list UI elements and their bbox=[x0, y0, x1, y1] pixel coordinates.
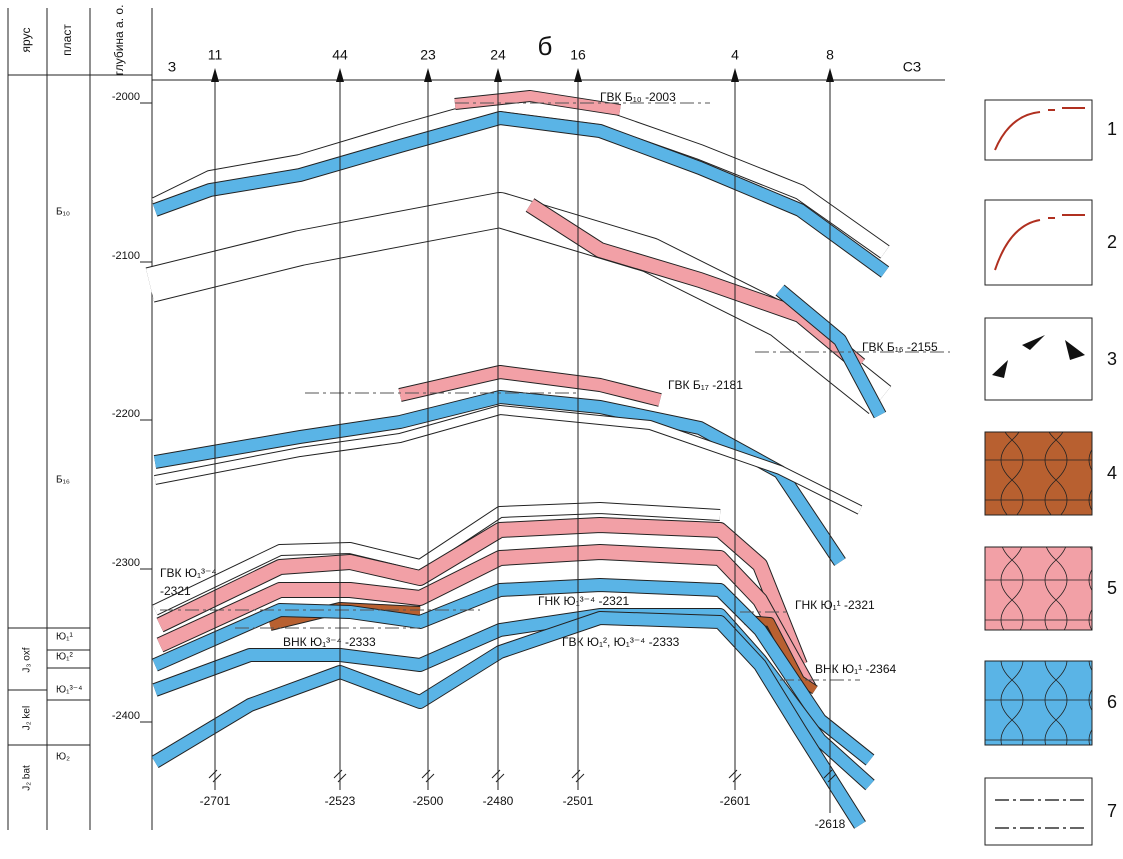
legend-number: 6 bbox=[1107, 692, 1117, 712]
depth-label: -2000 bbox=[112, 91, 140, 103]
well-head bbox=[336, 68, 344, 82]
legend-number: 3 bbox=[1107, 349, 1117, 369]
contact-annotation: ГНК Ю₁³⁻⁴ -2321 bbox=[538, 594, 629, 608]
contact-annotation: ВНК Ю₁¹ -2364 bbox=[815, 662, 897, 676]
layer-band bbox=[152, 609, 875, 790]
well-break bbox=[421, 769, 435, 783]
contact-annotation: ГВК Ю₁³⁻⁴ bbox=[160, 566, 216, 580]
layer-band bbox=[398, 366, 662, 406]
well-bottom: -2701 bbox=[200, 794, 231, 808]
well-bottom: -2618 bbox=[815, 817, 846, 831]
well-break bbox=[728, 769, 742, 783]
column-frame bbox=[7, 8, 945, 830]
well-break bbox=[491, 769, 505, 783]
well-name: 23 bbox=[420, 47, 436, 63]
layer-label: Ю₂ bbox=[56, 752, 70, 763]
well-bottom: -2500 bbox=[413, 794, 444, 808]
well-bottom: -2601 bbox=[720, 794, 751, 808]
well-break bbox=[823, 769, 837, 783]
well-bottom: -2480 bbox=[483, 794, 514, 808]
contact-annotation: ГВК Б₁₀ -2003 bbox=[600, 90, 676, 104]
layer-band bbox=[156, 518, 807, 668]
layer-label: Ю₁¹ bbox=[56, 632, 73, 643]
well-bottom: -2523 bbox=[325, 794, 356, 808]
well-break bbox=[571, 769, 585, 783]
depth-label: -2200 bbox=[112, 408, 140, 420]
layer-band bbox=[152, 579, 874, 765]
well-head bbox=[731, 68, 739, 82]
layer-band bbox=[154, 406, 862, 514]
well-head bbox=[211, 68, 219, 82]
column-header: ярус bbox=[19, 28, 33, 53]
layer-label: Ю₁³⁻⁴ bbox=[56, 685, 82, 696]
layer-band bbox=[152, 112, 889, 277]
well-name: 11 bbox=[208, 47, 223, 63]
well-bottom: -2501 bbox=[563, 794, 594, 808]
well-head bbox=[494, 68, 502, 82]
legend-number: 7 bbox=[1107, 801, 1117, 821]
stage-label: J₂ bat bbox=[22, 765, 33, 791]
layer-label: Б₁₀ bbox=[56, 207, 70, 218]
direction-label: СЗ bbox=[903, 59, 921, 75]
layer-band bbox=[454, 91, 621, 115]
well-break bbox=[333, 769, 347, 783]
column-header: пласт bbox=[60, 24, 74, 56]
legend-number: 5 bbox=[1107, 578, 1117, 598]
contact-annotation: ГВК Б₁₆ -2155 bbox=[862, 340, 938, 354]
contact-annotation: ГНК Ю₁¹ -2321 bbox=[795, 598, 875, 612]
layer-band bbox=[151, 612, 866, 829]
section-title: б bbox=[538, 31, 553, 61]
layer-band bbox=[776, 285, 886, 418]
well-head bbox=[424, 68, 432, 82]
depth-label: -2300 bbox=[112, 557, 140, 569]
legend-number: 1 bbox=[1107, 119, 1117, 139]
layer-label: Ю₁² bbox=[56, 652, 73, 663]
column-header: глубина а. о. bbox=[112, 5, 126, 76]
contact-annotation: -2321 bbox=[160, 584, 191, 598]
layer-band bbox=[152, 503, 721, 615]
depth-label: -2100 bbox=[112, 250, 140, 262]
well-head bbox=[574, 68, 582, 82]
legend-number: 2 bbox=[1107, 232, 1117, 252]
contact-annotation: ВНК Ю₁³⁻⁴ -2333 bbox=[283, 635, 376, 649]
layer-label: Б₁₆ bbox=[56, 475, 70, 486]
stage-label: J₃ oxf bbox=[22, 647, 33, 672]
stage-label: J₂ kel bbox=[22, 706, 33, 730]
legend-number: 4 bbox=[1107, 463, 1117, 483]
contact-annotation: ГВК Б₁₇ -2181 bbox=[668, 378, 743, 392]
depth-label: -2400 bbox=[112, 710, 140, 722]
well-name: 4 bbox=[731, 47, 739, 63]
direction-label: З bbox=[168, 59, 176, 75]
well-break bbox=[208, 769, 222, 783]
well-name: 8 bbox=[826, 47, 834, 63]
well-name: 16 bbox=[570, 47, 586, 63]
well-name: 24 bbox=[490, 47, 506, 63]
contact-annotation: ГВК Ю₁², Ю₁³⁻⁴ -2333 bbox=[562, 635, 680, 649]
legend: 1 2 3 4 5 6 7 bbox=[984, 99, 1117, 846]
layer-band bbox=[157, 545, 817, 694]
well-head bbox=[826, 68, 834, 82]
well-name: 44 bbox=[332, 47, 348, 63]
